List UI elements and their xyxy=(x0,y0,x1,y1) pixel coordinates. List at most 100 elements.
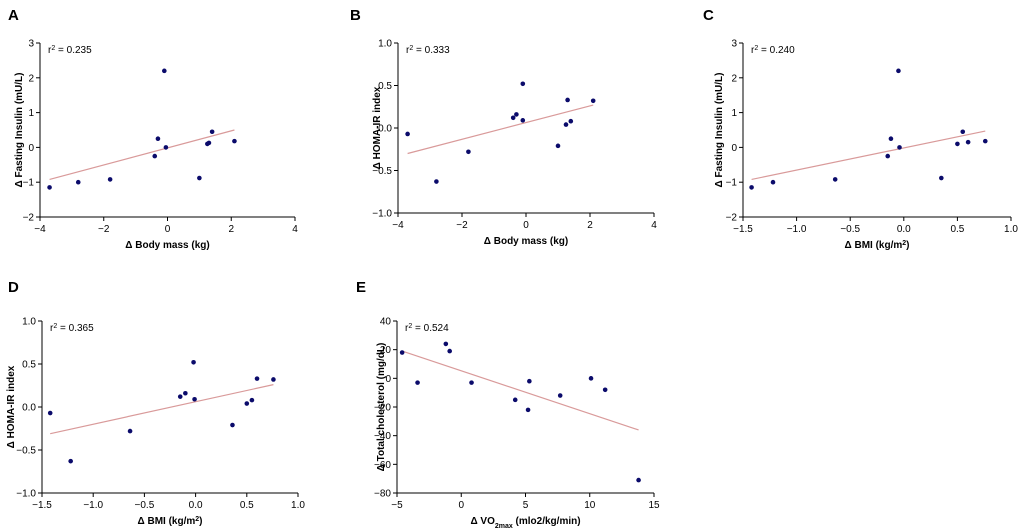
data-point xyxy=(163,145,169,150)
data-point xyxy=(469,380,474,385)
x-tick-label: 5 xyxy=(523,500,529,511)
r-squared-label: r2 = 0.235 xyxy=(48,45,92,57)
y-tick-label: 40 xyxy=(380,317,392,328)
data-point xyxy=(888,136,894,141)
data-point xyxy=(127,428,133,434)
y-tick-label: 0.0 xyxy=(22,403,36,414)
data-point xyxy=(230,422,235,428)
panel-e: E −5 0 5 10 15 −80 −60 −40 −20 0 20 40 Δ VO2max (mlo2… xyxy=(356,279,660,530)
data-point xyxy=(209,129,215,135)
x-tick-label: 0.5 xyxy=(240,500,254,511)
data-point xyxy=(47,410,53,416)
x-tick-label: −0.5 xyxy=(840,224,860,235)
x-tick-label: 2 xyxy=(587,220,593,231)
data-point xyxy=(155,136,161,141)
y-tick-label: 0 xyxy=(385,374,391,385)
data-point xyxy=(244,401,250,406)
r-squared-label: r2 = 0.240 xyxy=(751,45,795,57)
data-point xyxy=(107,177,113,182)
y-tick-label: 1 xyxy=(731,108,737,119)
panel-b: B −4 −2 0 2 4 −1.0 −0.5 0.0 0.5 1.0 Δ Body mass (kg… xyxy=(350,7,657,247)
data-point xyxy=(399,350,405,355)
data-point xyxy=(960,129,966,135)
data-point xyxy=(525,407,531,413)
y-tick-label: −80 xyxy=(374,489,391,500)
data-point xyxy=(271,377,276,382)
data-point xyxy=(770,179,776,185)
data-point xyxy=(563,122,569,127)
y-tick-label: 0.0 xyxy=(378,124,392,135)
y-tick-label: 1.0 xyxy=(22,317,36,328)
panel-letter: D xyxy=(8,279,19,296)
panel-letter: C xyxy=(703,7,714,24)
y-tick-label: −1 xyxy=(726,178,738,189)
data-point xyxy=(955,141,960,147)
data-point xyxy=(183,390,188,396)
data-point xyxy=(68,458,73,464)
y-tick-label: 0.5 xyxy=(22,360,36,371)
data-point xyxy=(405,131,410,137)
data-point xyxy=(162,68,167,74)
data-point xyxy=(602,387,608,393)
y-axis-label: Δ HOMA-IR index xyxy=(372,86,383,169)
regression-line xyxy=(49,129,235,180)
data-point xyxy=(568,118,574,124)
x-tick-label: 4 xyxy=(292,224,298,235)
x-tick-label: −5 xyxy=(391,500,403,511)
y-tick-label: 1.0 xyxy=(378,39,392,50)
x-tick-label: −4 xyxy=(34,224,46,235)
data-point xyxy=(254,376,260,381)
r-squared-label: r2 = 0.333 xyxy=(406,45,450,57)
data-point xyxy=(896,68,901,74)
panel-letter: E xyxy=(356,279,366,296)
regression-line xyxy=(751,130,986,181)
x-tick-label: 0 xyxy=(458,500,464,511)
x-tick-label: 15 xyxy=(648,500,660,511)
data-point xyxy=(47,185,52,190)
data-point xyxy=(588,376,594,381)
x-tick-label: 0 xyxy=(523,220,529,231)
y-tick-label: −1.0 xyxy=(16,489,36,500)
x-axis-label: Δ Body mass (kg) xyxy=(125,240,209,251)
y-tick-label: 3 xyxy=(731,39,737,50)
data-point xyxy=(557,393,563,398)
y-tick-label: 1 xyxy=(28,108,34,119)
data-point xyxy=(434,179,439,184)
data-point xyxy=(885,153,891,159)
data-point xyxy=(520,118,526,123)
x-tick-label: 0.5 xyxy=(950,224,964,235)
data-point xyxy=(232,138,237,144)
x-tick-label: −2 xyxy=(98,224,110,235)
x-tick-label: 0.0 xyxy=(897,224,911,235)
data-point xyxy=(982,138,988,144)
x-axis-label: Δ BMI (kg/m2) xyxy=(845,240,910,252)
y-tick-label: 20 xyxy=(380,345,392,356)
y-tick-label: −1.0 xyxy=(372,209,392,220)
data-point xyxy=(527,378,532,384)
x-tick-label: −2 xyxy=(456,220,468,231)
y-tick-label: −0.5 xyxy=(372,166,392,177)
x-tick-label: −1.5 xyxy=(733,224,753,235)
data-point xyxy=(590,98,596,104)
y-tick-label: −60 xyxy=(374,460,391,471)
data-point xyxy=(415,380,420,385)
y-tick-label: 0 xyxy=(731,143,737,154)
data-point xyxy=(447,348,452,354)
data-point xyxy=(443,341,449,347)
y-tick-label: −1 xyxy=(23,178,35,189)
y-tick-label: −2 xyxy=(726,213,738,224)
panel-d: D−1.5 −1.0 −0.5 0.0 0.5 1.0−1.0−0.50.00.51.0Δ… xyxy=(6,279,305,527)
data-point xyxy=(636,477,641,483)
x-tick-label: −1.0 xyxy=(787,224,807,235)
y-axis-label: Δ Fasting Insulin (mU/L) xyxy=(714,73,725,188)
data-point xyxy=(75,179,81,185)
data-point xyxy=(514,112,519,117)
r-squared-label: r2 = 0.365 xyxy=(50,323,94,335)
y-axis-label: Δ Fasting Insulin (mU/L) xyxy=(14,73,25,188)
regression-line xyxy=(401,350,639,431)
data-point xyxy=(249,397,255,403)
data-point xyxy=(466,149,471,155)
x-tick-label: 1.0 xyxy=(291,500,305,511)
x-tick-label: 10 xyxy=(584,500,596,511)
